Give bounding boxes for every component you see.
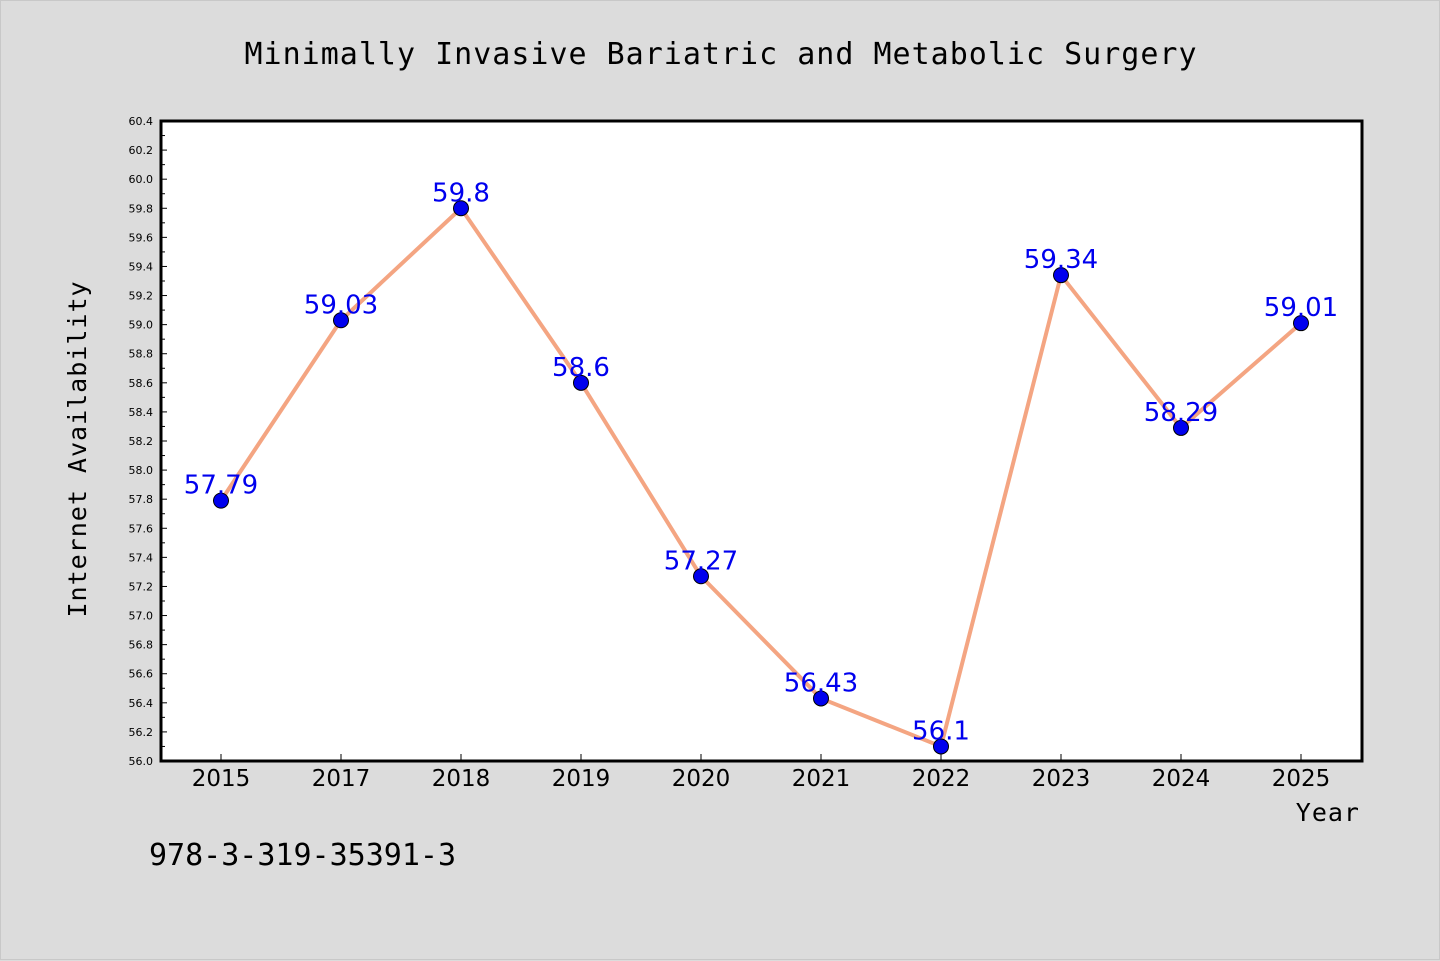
x-tick-label: 2018	[432, 766, 491, 792]
y-tick-label: 60.4	[129, 115, 154, 128]
data-point	[1293, 315, 1309, 332]
y-tick-label: 58.6	[129, 377, 154, 390]
data-label: 56.43	[784, 668, 858, 698]
data-label: 59.01	[1264, 293, 1338, 323]
data-label: 57.79	[184, 471, 258, 501]
y-tick-label: 59.4	[129, 260, 154, 273]
data-point	[1173, 419, 1189, 436]
data-labels-group: 57.79 59.03 59.8 58.6 57.27 56.43 56.1 59.34 58.…	[184, 178, 1338, 746]
y-tick-label: 56.6	[129, 668, 154, 681]
series-line	[219, 206, 1303, 749]
data-label: 57.27	[664, 546, 738, 576]
y-tick-label: 58.0	[129, 464, 154, 477]
series-group	[213, 200, 1309, 755]
y-tick-label: 57.0	[129, 610, 154, 623]
x-tick-label: 2021	[792, 766, 851, 792]
x-axis-label: Year	[1296, 798, 1360, 827]
data-label: 59.03	[304, 290, 378, 320]
y-tick-label: 59.2	[129, 290, 154, 303]
x-tick-label: 2022	[912, 766, 971, 792]
y-tick-label: 60.0	[129, 173, 154, 186]
data-point	[333, 312, 349, 329]
y-tick-label: 60.2	[129, 144, 154, 157]
data-label: 58.29	[1144, 398, 1218, 428]
x-tick-label: 2020	[672, 766, 731, 792]
data-label: 59.8	[432, 178, 490, 208]
x-axis: 2015 2017 2018 2019 2020 2021 2022 2023 2024 2025	[192, 754, 1331, 792]
data-point	[453, 200, 469, 217]
data-label: 56.1	[912, 716, 970, 746]
y-tick-label: 56.2	[129, 726, 154, 739]
y-tick-label: 56.0	[129, 755, 154, 768]
y-axis: 56.0 56.2 56.4 56.6 56.8 57.0 57.2 57.4 57.6 57.8…	[129, 115, 167, 768]
x-tick-label: 2024	[1152, 766, 1211, 792]
x-tick-label: 2023	[1032, 766, 1091, 792]
y-tick-label: 59.0	[129, 319, 154, 332]
x-tick-label: 2019	[552, 766, 611, 792]
y-tick-label: 56.8	[129, 639, 154, 652]
data-label: 59.34	[1024, 245, 1098, 275]
data-point	[573, 374, 589, 391]
x-tick-label: 2025	[1272, 766, 1331, 792]
y-tick-label: 57.8	[129, 493, 154, 506]
y-tick-label: 57.4	[129, 551, 154, 564]
data-point	[1053, 267, 1069, 284]
chart-title: Minimally Invasive Bariatric and Metabol…	[244, 37, 1197, 72]
data-point	[933, 738, 949, 755]
y-tick-label: 59.6	[129, 231, 154, 244]
y-tick-label: 56.4	[129, 697, 154, 710]
x-tick-label: 2017	[312, 766, 371, 792]
y-tick-label: 59.8	[129, 202, 154, 215]
y-tick-label: 57.2	[129, 580, 154, 593]
footer-isbn: 978-3-319-35391-3	[149, 838, 456, 873]
y-tick-label: 58.8	[129, 348, 154, 361]
data-point	[213, 492, 229, 509]
plot-area	[159, 119, 1364, 763]
data-label: 58.6	[552, 353, 610, 383]
data-point	[813, 690, 829, 707]
x-tick-label: 2015	[192, 766, 251, 792]
y-tick-label: 57.6	[129, 522, 154, 535]
y-axis-label: Internet Availability	[63, 280, 92, 617]
y-tick-label: 58.2	[129, 435, 154, 448]
data-point	[693, 568, 709, 585]
y-tick-label: 58.4	[129, 406, 154, 419]
